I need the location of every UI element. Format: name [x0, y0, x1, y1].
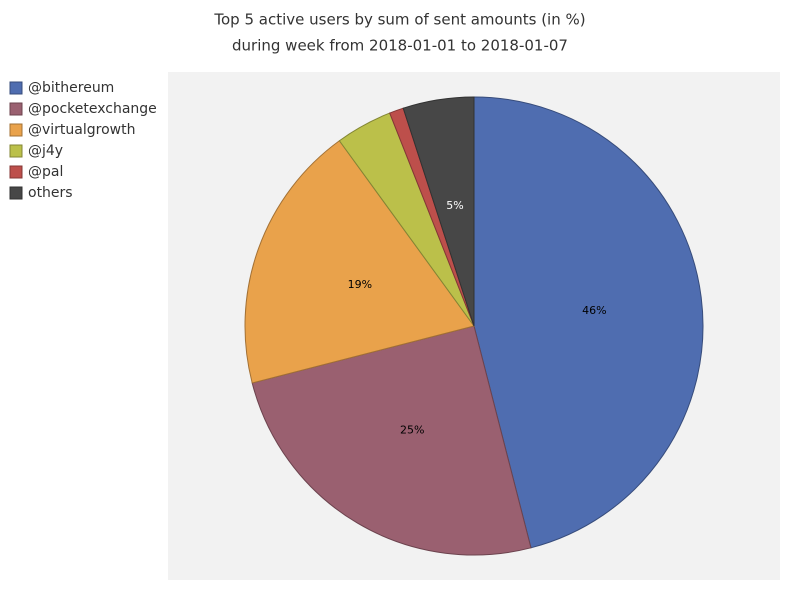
legend-swatch	[9, 81, 23, 95]
legend-label: @bithereum	[28, 80, 114, 96]
legend-swatch	[9, 144, 23, 158]
legend-swatch	[9, 123, 23, 137]
legend-swatch	[9, 102, 23, 116]
pie-slice	[402, 96, 475, 327]
legend-swatch	[9, 165, 23, 179]
chart-title: Top 5 active users by sum of sent amount…	[213, 11, 585, 29]
legend-label: @virtualgrowth	[28, 122, 135, 138]
legend-label: @pocketexchange	[28, 101, 157, 117]
slice-label: 5%	[446, 199, 463, 212]
slice-label: 46%	[582, 304, 606, 317]
chart-subtitle: during week from 2018-01-01 to 2018-01-0…	[232, 37, 568, 55]
legend-label: others	[28, 185, 73, 201]
slice-label: 19%	[348, 278, 372, 291]
slice-label: 25%	[400, 423, 424, 436]
pie-slice	[251, 325, 532, 556]
pie-slice	[473, 96, 704, 549]
pie-slice	[244, 140, 475, 384]
legend-label: @j4y	[28, 143, 63, 159]
legend-label: @pal	[28, 164, 63, 180]
legend-swatch	[9, 186, 23, 200]
